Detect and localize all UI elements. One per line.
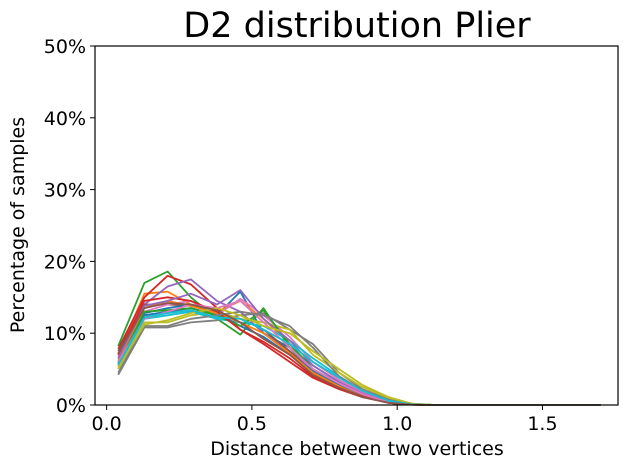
y-tick-label: 50%: [44, 36, 86, 58]
x-axis-label: Distance between two vertices: [210, 438, 503, 460]
y-axis: 0% 10% 20% 30% 40% 50%: [44, 36, 95, 417]
y-tick-label: 40%: [44, 108, 86, 130]
x-tick-label: 0.5: [237, 413, 267, 435]
y-tick-label: 20%: [44, 251, 86, 273]
x-tick-label: 0.0: [92, 413, 122, 435]
x-tick-label: 1.5: [527, 413, 557, 435]
y-tick-label: 30%: [44, 180, 86, 202]
x-axis: 0.0 0.5 1.0 1.5: [92, 405, 558, 435]
chart-title: D2 distribution Plier: [183, 6, 531, 46]
plot-frame: [94, 45, 619, 406]
y-axis-label: Percentage of samples: [7, 117, 29, 333]
y-tick-label: 0%: [56, 395, 86, 417]
x-tick-label: 1.0: [382, 413, 412, 435]
y-tick-label: 10%: [44, 323, 86, 345]
